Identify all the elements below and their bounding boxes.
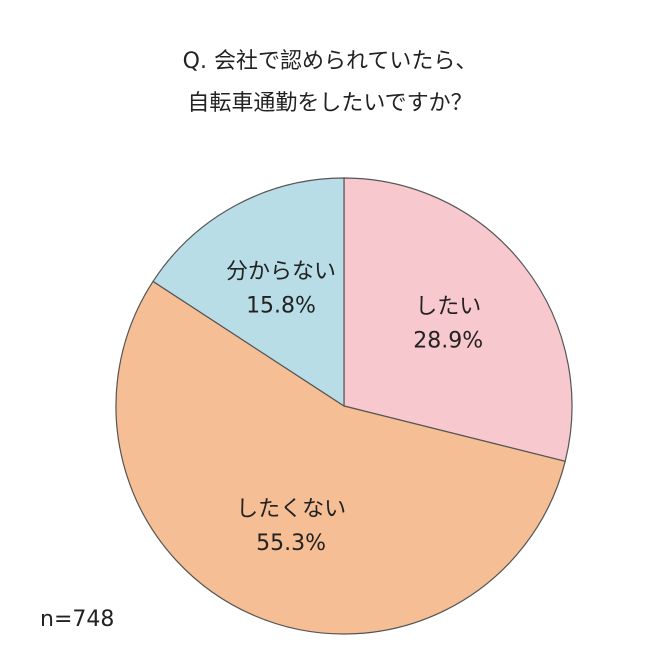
value-label: 55.3% [256, 531, 326, 556]
value-label: 15.8% [246, 294, 316, 319]
pie-labels: したい 28.9% したくない 55.3% 分からない 15.8% [226, 260, 483, 556]
slice-label: したい [415, 295, 481, 320]
pie-slice [343, 177, 573, 463]
pie [115, 177, 573, 635]
chart-title: 自転車通勤をしたいですか？ [187, 91, 472, 116]
chart-title: Q. 会社で認められていたら、 [183, 49, 478, 74]
pie-slice [152, 177, 345, 408]
sample-size-note: n=748 [40, 607, 114, 632]
slice-label: 分からない [226, 260, 336, 285]
pie-slice [115, 280, 566, 635]
slice-label: したくない [236, 497, 346, 522]
value-label: 28.9% [413, 329, 483, 354]
